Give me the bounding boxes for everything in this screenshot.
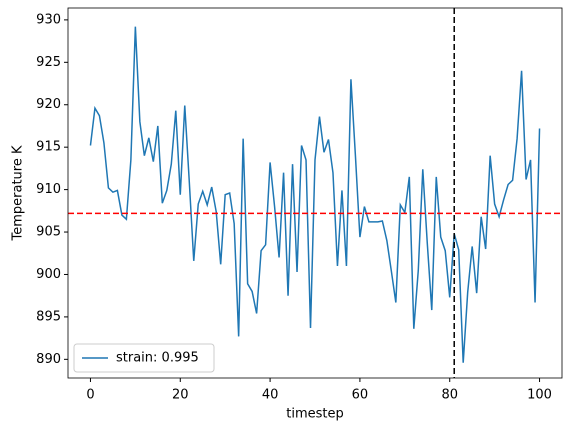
x-tick-label: 0 [86,388,94,403]
y-tick-label: 900 [36,267,61,282]
y-tick-label: 895 [36,309,61,324]
x-tick-label: 80 [441,388,458,403]
data-line [89,26,541,363]
legend-label: strain: 0.995 [116,351,199,366]
x-tick-label: 20 [172,388,189,403]
y-tick-label: 930 [36,12,61,27]
y-tick-label: 920 [36,97,61,112]
y-tick-label: 915 [36,140,61,155]
y-tick-label: 890 [36,352,61,367]
y-tick-label: 925 [36,55,61,70]
plot-frame [67,7,563,379]
x-tick-label: 40 [262,388,279,403]
legend-box [73,343,215,373]
y-axis-label: Temperature K [11,145,26,241]
y-tick-label: 905 [36,225,61,240]
y-tick-label: 910 [36,182,61,197]
x-axis-label: timestep [286,407,344,422]
x-tick-label: 100 [527,388,552,403]
x-tick-label: 60 [352,388,369,403]
